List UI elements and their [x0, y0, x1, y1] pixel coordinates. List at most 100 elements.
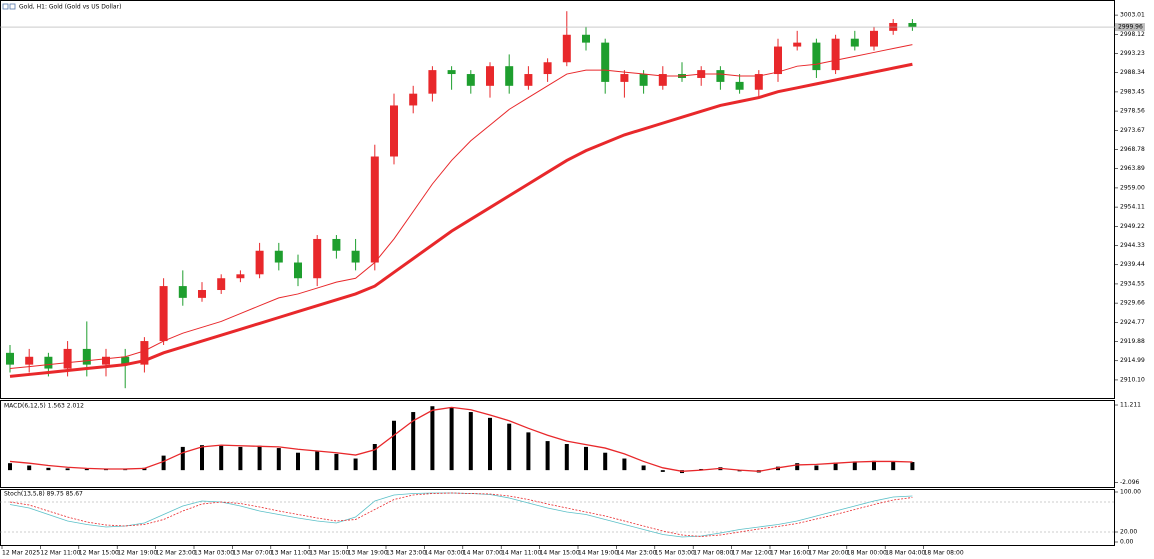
indicator-line: [9, 492, 913, 538]
macd-bar: [180, 446, 185, 471]
macd-bar: [161, 455, 166, 471]
macd-bar: [507, 423, 512, 471]
symbol-icon: [2, 3, 9, 10]
candle-body: [332, 238, 341, 251]
macd-bar: [814, 465, 819, 471]
x-tick-label: 13 Mar 23:00: [386, 550, 426, 557]
candle-body: [774, 46, 782, 75]
macd-bar: [833, 462, 838, 471]
main-panel-frame: [0, 0, 1115, 399]
candle-body: [620, 74, 629, 82]
macd-bar: [200, 445, 204, 471]
candle-body: [178, 286, 187, 298]
y-tick-label: 2910.10: [1120, 376, 1145, 383]
macd-bar: [430, 406, 435, 471]
macd-bar: [296, 452, 300, 471]
y-tick-label: 2929.66: [1120, 300, 1145, 307]
macd-bar: [123, 469, 128, 471]
symbol-icon: [9, 3, 16, 10]
x-tick-label: 17 Mar 20:00: [808, 550, 848, 557]
y-tick-label: 2959.00: [1120, 184, 1145, 191]
x-tick-label: 14 Mar 11:00: [501, 550, 541, 557]
x-tick-label: 14 Mar 23:00: [616, 550, 656, 557]
y-tick-label: 2939.44: [1120, 261, 1145, 268]
x-tick-label: 17 Mar 16:00: [770, 550, 810, 557]
y-tick-label: 2934.55: [1120, 280, 1145, 287]
macd-bar: [276, 448, 281, 471]
macd-bar: [219, 445, 224, 471]
x-tick-label: 13 Mar 15:00: [309, 550, 349, 557]
y-tick-label: 20.00: [1120, 529, 1137, 536]
x-tick-label: 12 Mar 15:00: [79, 550, 119, 557]
x-tick-label: 13 Mar 03:00: [194, 550, 234, 557]
candle-body: [812, 42, 821, 71]
macd-bar: [641, 465, 646, 471]
x-tick-label: 17 Mar 08:00: [693, 550, 733, 557]
y-tick-label: 11.211: [1120, 402, 1141, 409]
candle-body: [447, 70, 456, 75]
macd-bar: [27, 465, 32, 471]
candle-body: [505, 66, 514, 86]
macd-bar: [65, 468, 70, 471]
candle-body: [25, 356, 34, 365]
stoch-panel-frame: [0, 489, 1115, 546]
y-tick-label: 0.00: [1120, 539, 1134, 546]
macd-bar: [46, 467, 51, 471]
chart-title: Gold, H1: Gold (Gold vs US Dollar): [19, 4, 121, 11]
candle-body: [102, 356, 110, 365]
x-tick-label: 18 Mar 08:00: [924, 550, 964, 557]
candle-body: [850, 38, 859, 47]
indicator-line: [9, 44, 913, 370]
y-tick-label: 2983.45: [1120, 88, 1145, 95]
macd-bar: [392, 420, 396, 471]
candle-body: [582, 34, 590, 43]
stoch-title: Stoch(13,5,8) 89.75 85.67: [4, 491, 83, 498]
y-tick-label: -2.096: [1120, 479, 1140, 486]
candle-body: [754, 74, 763, 90]
x-tick-label: 18 Mar 00:00: [847, 550, 887, 557]
candle-body: [6, 352, 14, 365]
candle-body: [409, 93, 418, 106]
candle-body: [735, 81, 744, 90]
current-price-box: [1115, 23, 1145, 32]
candle-body: [793, 42, 802, 47]
macd-panel-frame: [0, 400, 1115, 488]
y-tick-label: 2949.22: [1120, 223, 1145, 230]
macd-bar: [449, 407, 454, 471]
candle-body: [658, 74, 667, 86]
candle-body: [217, 278, 226, 291]
y-tick-label: 2988.34: [1120, 69, 1145, 76]
candle-body: [486, 66, 494, 86]
candle-body: [870, 30, 878, 47]
x-tick-label: 14 Mar 15:00: [540, 550, 580, 557]
x-tick-label: 13 Mar 11:00: [271, 550, 311, 557]
x-tick-label: 15 Mar 03:00: [655, 550, 695, 557]
y-tick-label: 2914.99: [1120, 357, 1145, 364]
y-tick-label: 2924.77: [1120, 319, 1145, 326]
candle-body: [313, 238, 322, 279]
macd-bar: [238, 446, 243, 471]
candle-body: [428, 70, 437, 94]
macd-bar: [584, 446, 588, 471]
candle-body: [198, 290, 206, 298]
x-tick-label: 18 Mar 04:00: [885, 550, 925, 557]
x-tick-label: 13 Mar 07:00: [232, 550, 272, 557]
candle-body: [82, 348, 91, 365]
candle-body: [908, 22, 917, 27]
macd-bar: [488, 417, 492, 471]
y-tick-label: 2963.89: [1120, 165, 1145, 172]
candle-body: [639, 74, 648, 86]
candle-body: [63, 348, 72, 369]
candle-body: [543, 62, 552, 75]
macd-bar: [8, 463, 12, 471]
candle-body: [44, 356, 53, 369]
candle-body: [255, 250, 264, 275]
y-tick-label: 3003.01: [1120, 12, 1145, 19]
candle-body: [121, 356, 130, 365]
macd-bar: [353, 458, 358, 471]
candle-body: [466, 74, 475, 86]
macd-title: MACD(6,12,5) 1.563 2.012: [4, 403, 84, 410]
x-tick-label: 14 Mar 03:00: [424, 550, 464, 557]
